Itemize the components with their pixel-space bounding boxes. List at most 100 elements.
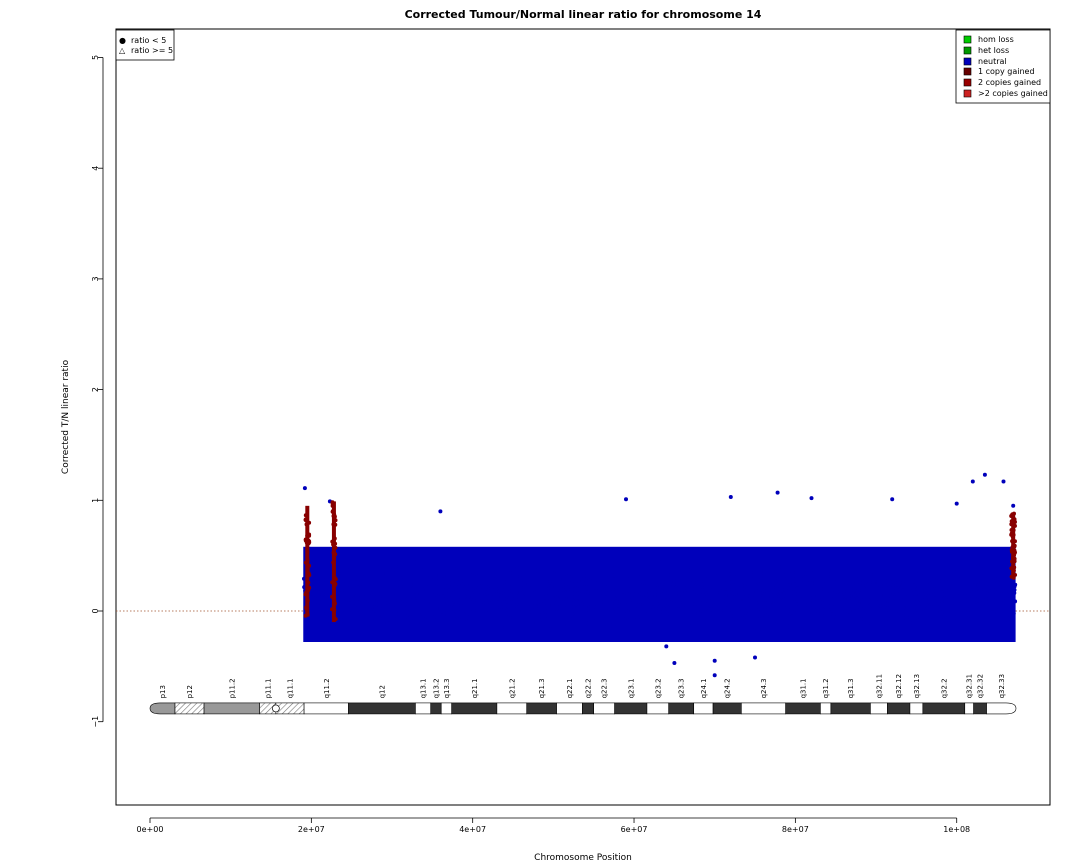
neutral-point <box>902 588 907 593</box>
neutral-point <box>917 593 922 598</box>
neutral-point <box>727 612 732 617</box>
neutral-point <box>912 579 917 584</box>
legend-label-het-loss: het loss <box>978 46 1009 55</box>
neutral-point <box>693 593 698 598</box>
y-tick-label: 2 <box>91 387 100 392</box>
neutral-point <box>317 586 322 591</box>
neutral-point <box>758 607 763 612</box>
neutral-point <box>473 585 478 590</box>
neutral-point <box>529 603 534 608</box>
neutral-point <box>526 610 531 614</box>
band-label: q32.13 <box>913 674 921 698</box>
band-label: q22.2 <box>585 678 593 698</box>
neutral-point <box>383 601 388 606</box>
neutral-point <box>688 577 693 582</box>
neutral-point <box>1008 613 1012 618</box>
neutral-point <box>824 595 829 600</box>
neutral-point <box>837 594 841 599</box>
band-q32-32 <box>973 702 987 715</box>
neutral-point <box>379 586 384 591</box>
band-q13-1 <box>415 702 432 715</box>
gain-point <box>330 501 335 506</box>
neutral-point <box>803 571 808 576</box>
neutral-point <box>398 576 403 581</box>
neutral-point <box>892 563 897 568</box>
neutral-point <box>774 605 778 609</box>
neutral-point <box>946 576 951 581</box>
neutral-point <box>930 587 935 592</box>
neutral-point <box>446 578 450 583</box>
band-q12 <box>348 702 416 715</box>
neutral-point <box>962 609 967 614</box>
neutral-point <box>422 566 427 571</box>
neutral-point <box>380 579 385 584</box>
neutral-point <box>424 609 429 614</box>
neutral-outlier-point <box>775 490 780 495</box>
neutral-point <box>421 617 426 622</box>
neutral-point <box>451 611 456 616</box>
neutral-point <box>548 579 553 584</box>
gain-point <box>330 509 335 514</box>
neutral-point <box>541 602 546 607</box>
neutral-point <box>831 579 836 584</box>
neutral-point <box>592 615 597 620</box>
neutral-point <box>730 559 735 564</box>
neutral-point <box>901 617 905 622</box>
neutral-point <box>831 613 836 618</box>
neutral-point <box>827 604 832 609</box>
band-q23-1 <box>614 702 648 715</box>
neutral-point <box>811 598 816 603</box>
neutral-point <box>712 620 717 625</box>
neutral-point <box>952 615 957 620</box>
x-tick-label: 6e+07 <box>621 825 648 834</box>
neutral-point <box>447 589 452 593</box>
neutral-point <box>889 615 894 620</box>
neutral-point <box>709 588 714 593</box>
neutral-point <box>994 574 998 579</box>
neutral-point <box>618 599 623 604</box>
legend-swatch-1-copy-gained <box>963 67 972 76</box>
neutral-point <box>798 605 803 610</box>
neutral-point <box>743 591 748 596</box>
neutral-point <box>740 608 745 613</box>
band-label: q13.2 <box>433 678 441 698</box>
neutral-point <box>338 616 343 621</box>
neutral-point <box>670 610 675 615</box>
gain-point <box>307 540 312 545</box>
neutral-point <box>584 564 589 569</box>
centromere-marker <box>271 704 280 713</box>
neutral-point <box>802 601 807 606</box>
legend-swatch-hom-loss <box>963 35 972 44</box>
neutral-point <box>511 615 516 620</box>
neutral-point <box>471 598 476 603</box>
neutral-point <box>886 617 891 622</box>
band-q23-2 <box>646 702 670 715</box>
gain-point <box>332 575 337 580</box>
neutral-point <box>623 614 628 619</box>
neutral-point <box>744 587 749 592</box>
band-label: q32.12 <box>895 674 903 698</box>
neutral-point <box>515 605 520 610</box>
neutral-point <box>1004 577 1009 582</box>
neutral-point <box>1000 584 1005 589</box>
neutral-point <box>669 600 674 605</box>
neutral-point <box>457 581 462 586</box>
gain-point <box>1013 523 1017 528</box>
neutral-point <box>480 569 484 574</box>
neutral-point <box>365 622 370 627</box>
neutral-point <box>609 623 614 628</box>
band-label: q24.2 <box>724 678 732 698</box>
neutral-point <box>537 594 542 599</box>
gain-point <box>1011 568 1016 573</box>
neutral-point <box>774 585 779 590</box>
neutral-point <box>394 601 398 606</box>
neutral-point <box>456 576 461 581</box>
neutral-point <box>893 605 898 610</box>
neutral-point <box>608 608 613 613</box>
neutral-point <box>895 588 899 593</box>
neutral-point <box>707 603 712 608</box>
neutral-point <box>617 611 622 616</box>
neutral-point <box>779 588 784 593</box>
neutral-point <box>703 584 708 589</box>
neutral-point <box>796 602 801 607</box>
